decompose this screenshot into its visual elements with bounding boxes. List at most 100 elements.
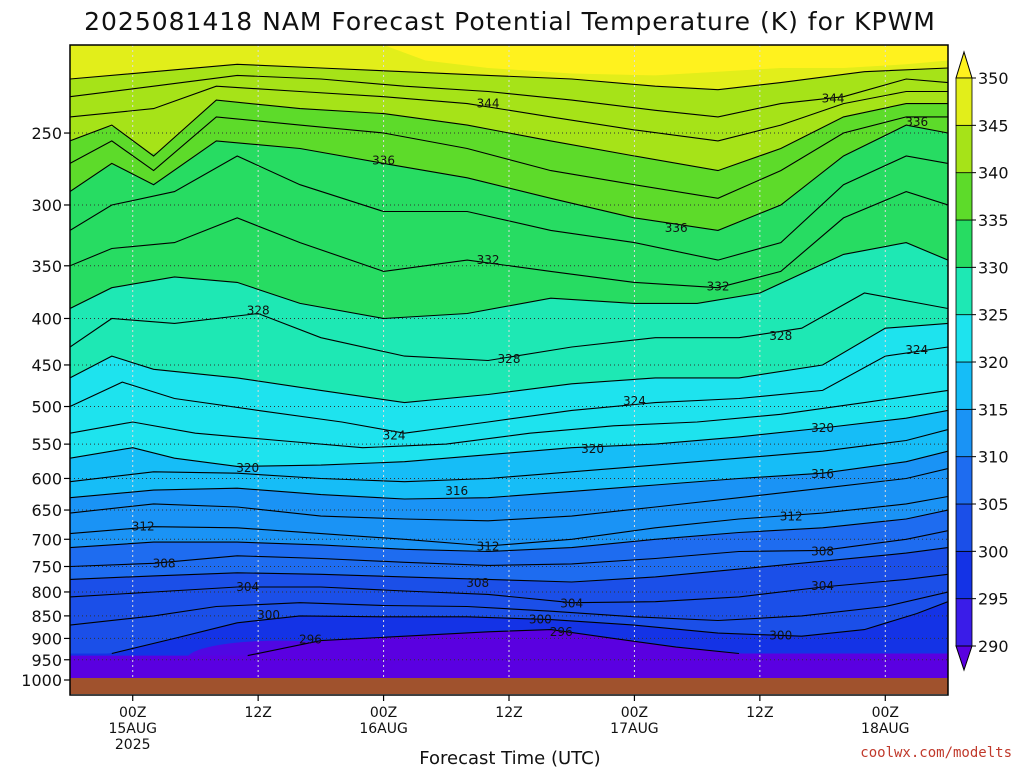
- credit-text: coolwx.com/modelts: [860, 745, 1012, 761]
- colorbar-box-345: [955, 77, 973, 126]
- grid-layer: [70, 45, 948, 680]
- y-tick-label: 950: [31, 651, 62, 670]
- y-tick-label: 800: [31, 583, 62, 602]
- contour-label: 332: [477, 253, 500, 267]
- contour-label: 332: [707, 280, 730, 294]
- contour-label: 328: [498, 352, 521, 366]
- colorbar-label: 315: [978, 400, 1009, 419]
- isentrope-344: [70, 74, 948, 118]
- y-tick-label: 450: [31, 356, 62, 375]
- colorbar-box-320: [955, 314, 973, 363]
- isentrope-302: [70, 591, 948, 626]
- contour-label: 304: [236, 580, 259, 594]
- colorbar-box-315: [955, 361, 973, 410]
- isentrope-296: [247, 629, 740, 657]
- y-tick-label: 600: [31, 469, 62, 488]
- x-tick-label: 15AUG: [108, 721, 157, 737]
- x-tick-label: 00Z: [621, 705, 648, 721]
- cold-pool-0: [187, 640, 372, 677]
- contour-label: 336: [905, 115, 928, 129]
- contour-label: 320: [236, 461, 259, 475]
- y-tick-label: 400: [31, 309, 62, 328]
- contour-label: 328: [769, 329, 792, 343]
- isentrope-326: [70, 322, 948, 404]
- x-tick-label: 12Z: [746, 705, 773, 721]
- contour-label: 320: [811, 421, 834, 435]
- colorbar-label: 290: [978, 637, 1009, 656]
- colorbar-box-330: [955, 219, 973, 268]
- y-tick-label: 300: [31, 196, 62, 215]
- colorbar-top-arrow: [955, 50, 973, 79]
- x-tick-label: 00Z: [370, 705, 397, 721]
- contour-label: 336: [372, 153, 395, 167]
- x-axis-label: Forecast Time (UTC): [419, 748, 600, 768]
- y-tick-label: 750: [31, 557, 62, 576]
- y-tick-label: 250: [31, 124, 62, 143]
- colorbar-box-310: [955, 408, 973, 458]
- contour-label-layer: 344 344 336 336 336 332 332 328 328 328 324 324 324 3…: [132, 91, 928, 646]
- isentrope-320: [70, 409, 948, 467]
- contour-label: 308: [811, 544, 834, 558]
- x-tick-label: 16AUG: [359, 721, 408, 737]
- contour-label: 316: [445, 484, 468, 498]
- colorbar-box-300: [955, 503, 973, 552]
- cold-pool-3: [837, 657, 948, 680]
- colorbar-label: 330: [978, 258, 1009, 277]
- colorbar-label: 340: [978, 164, 1009, 183]
- isentrope-306: [70, 547, 948, 583]
- contour-label: 344: [477, 97, 500, 111]
- y-tick-label: 550: [31, 435, 62, 454]
- y-tick-label: 650: [31, 501, 62, 520]
- colorbar-label: 325: [978, 306, 1009, 325]
- colorbar-label: 305: [978, 495, 1009, 514]
- x-tick-label: 12Z: [244, 705, 271, 721]
- contour-label: 308: [466, 576, 489, 590]
- isentrope-316: [70, 450, 948, 500]
- contour-label: 336: [665, 221, 688, 235]
- x-tick-label: 18AUG: [861, 721, 910, 737]
- fill-band-350: [383, 45, 948, 76]
- contour-label: 312: [477, 540, 500, 554]
- colorbar-label: 310: [978, 448, 1009, 467]
- ground-strip: [70, 678, 948, 694]
- cold-pool-2: [538, 655, 815, 680]
- colorbar-box-325: [955, 266, 973, 316]
- contour-label: 296: [550, 625, 573, 639]
- contour-label: 328: [247, 304, 270, 318]
- isentrope-322: [70, 389, 948, 449]
- contour-label: 344: [822, 91, 845, 105]
- contour-label: 300: [769, 628, 792, 642]
- isentrope-338: [70, 116, 948, 199]
- isentrope-328: [70, 292, 948, 362]
- x-tick-label: 2025: [115, 737, 151, 753]
- contour-label: 300: [529, 613, 552, 627]
- y-tick-label: 850: [31, 607, 62, 626]
- colorbar-box-335: [955, 172, 973, 221]
- color-fill-layer: [70, 45, 948, 680]
- contour-label: 304: [560, 597, 583, 611]
- y-tick-label: 700: [31, 530, 62, 549]
- colorbar-label: 295: [978, 590, 1009, 609]
- isentrope-318: [70, 428, 948, 483]
- colorbar-box-290: [955, 598, 973, 647]
- colorbar-label: 335: [978, 211, 1009, 230]
- isentrope-304: [70, 573, 948, 604]
- colorbar-label: 345: [978, 116, 1009, 135]
- y-tick-label: 500: [31, 398, 62, 417]
- isentrope-334: [70, 155, 948, 261]
- contour-label: 308: [153, 556, 176, 570]
- contour-label: 324: [383, 428, 406, 442]
- contour-label: 300: [257, 608, 280, 622]
- isentrope-342: [70, 85, 948, 142]
- y-tick-label: 1000: [21, 671, 62, 690]
- colorbar-label: 350: [978, 69, 1009, 88]
- isentrope-336: [70, 124, 948, 231]
- isentrope-314: [70, 467, 948, 522]
- chart-title: 2025081418 NAM Forecast Potential Temper…: [84, 7, 936, 36]
- isentrope-312: [70, 495, 948, 547]
- isentrope-330: [70, 242, 948, 320]
- isentrope-324: [70, 346, 948, 434]
